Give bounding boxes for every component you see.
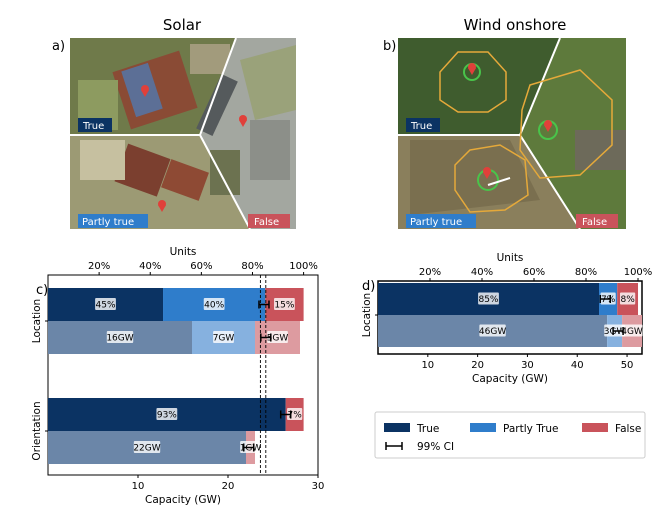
x-axis-title: Capacity (GW) bbox=[472, 373, 548, 385]
panel-d-label: d) bbox=[362, 279, 375, 294]
panel-a-label: a) bbox=[52, 39, 65, 54]
location-pin-icon bbox=[483, 167, 491, 179]
wind-aerial-image bbox=[398, 38, 626, 229]
bottom-tick-label: 20 bbox=[471, 360, 484, 371]
bottom-tick-label: 20 bbox=[222, 481, 235, 492]
legend-true-swatch bbox=[384, 423, 410, 432]
tag-partly-label: Partly true bbox=[82, 217, 134, 228]
units-bar-label-2: 8% bbox=[620, 295, 635, 305]
location-pin-icon bbox=[158, 200, 166, 212]
solar-aerial-image bbox=[70, 38, 296, 229]
top-axis-title: Units bbox=[497, 252, 524, 264]
ci-errorbar bbox=[279, 410, 292, 419]
ci-errorbar bbox=[612, 327, 624, 335]
bottom-tick-label: 10 bbox=[132, 481, 145, 492]
units-bar-label-2: 15% bbox=[274, 301, 294, 311]
group-label: Location bbox=[361, 293, 373, 337]
tag-true-badge bbox=[78, 118, 112, 132]
legend-ci-label: 99% CI bbox=[417, 441, 454, 453]
bottom-tick-label: 10 bbox=[421, 360, 434, 371]
top-tick-label: 20% bbox=[419, 267, 441, 278]
legend-partly-swatch bbox=[470, 423, 496, 432]
panel-c-label: c) bbox=[36, 283, 48, 298]
top-tick-label: 100% bbox=[624, 267, 653, 278]
units-bar-label-1-bg bbox=[203, 298, 225, 310]
legend: True Partly True False 99% CI bbox=[374, 411, 646, 459]
units-bar-label-1: 40% bbox=[204, 301, 224, 311]
units-bar-label-2: 7% bbox=[288, 411, 303, 421]
plot-frame bbox=[47, 274, 319, 476]
capacity-bar-label-0: 22GW bbox=[133, 444, 160, 454]
capacity-bar-label-0: 46GW bbox=[479, 327, 506, 337]
capacity-bar-label-0-bg bbox=[479, 324, 506, 337]
tag-true-label: True bbox=[82, 121, 104, 132]
capacity-bar-label-2-bg bbox=[621, 324, 643, 337]
location-pin-icon bbox=[141, 85, 149, 97]
top-axis-title: Units bbox=[170, 246, 197, 258]
top-tick-label: 40% bbox=[471, 267, 493, 278]
capacity-bar-label-0-bg bbox=[133, 441, 161, 453]
ci-errorbar bbox=[599, 295, 612, 303]
x-axis-title: Capacity (GW) bbox=[145, 494, 221, 506]
units-bar-label-0-bg bbox=[156, 408, 178, 420]
units-bar-label-2-bg bbox=[620, 292, 636, 305]
units-bar-label-0-bg bbox=[95, 298, 116, 310]
capacity-bar-label-1: 7GW bbox=[213, 334, 235, 344]
capacity-bar-label-0: 16GW bbox=[106, 334, 133, 344]
location-pin-icon bbox=[544, 120, 552, 132]
bottom-tick-label: 30 bbox=[312, 481, 325, 492]
units-bar-label-0: 85% bbox=[478, 295, 498, 305]
tag-false-badge bbox=[248, 214, 290, 228]
tag-false-badge bbox=[576, 214, 618, 228]
tag-partly-label: Partly true bbox=[410, 217, 462, 228]
capacity-bar-label-1: 3GW bbox=[604, 327, 626, 337]
capacity-bar-label-2: 1GW bbox=[240, 444, 262, 454]
units-bar-label-0-bg bbox=[478, 292, 499, 305]
top-tick-label: 60% bbox=[523, 267, 545, 278]
ci-errorbar bbox=[242, 443, 255, 452]
legend-false-label: False bbox=[615, 423, 641, 435]
capacity-bar-label-1-bg bbox=[213, 331, 234, 343]
units-bar-label-1: 7% bbox=[601, 295, 616, 305]
units-bar-label-0: 45% bbox=[96, 301, 116, 311]
units-bar-label-0: 93% bbox=[157, 411, 177, 421]
tag-false-label: False bbox=[582, 217, 607, 228]
ci-errorbar bbox=[258, 300, 270, 309]
panel-a-title: Solar bbox=[163, 16, 202, 34]
legend-true-label: True bbox=[416, 423, 439, 435]
legend-partly-label: Partly True bbox=[503, 423, 559, 435]
capacity-bar-label-0-bg bbox=[106, 331, 134, 343]
bottom-tick-label: 30 bbox=[521, 360, 534, 371]
top-tick-label: 80% bbox=[241, 261, 263, 272]
panel-b-title: Wind onshore bbox=[464, 16, 567, 34]
tag-partly-badge bbox=[406, 214, 476, 228]
units-bar-label-2-bg bbox=[274, 298, 295, 310]
legend-false-swatch bbox=[582, 423, 608, 432]
capacity-bar-label-2-bg bbox=[267, 331, 288, 343]
top-tick-label: 100% bbox=[289, 261, 318, 272]
group-label: Orientation bbox=[31, 401, 43, 460]
tag-true-label: True bbox=[410, 121, 432, 132]
legend-frame bbox=[374, 411, 646, 459]
capacity-bar-label-2: 4GW bbox=[621, 327, 643, 337]
top-tick-label: 80% bbox=[575, 267, 597, 278]
bottom-tick-label: 50 bbox=[621, 360, 634, 371]
legend-ci-icon bbox=[385, 442, 403, 450]
chart-c: 20% 40% 60% 80% 100% Units 10 20 30 Capacity (GW)… bbox=[31, 246, 324, 506]
bottom-tick-label: 40 bbox=[571, 360, 584, 371]
chart-d: 20% 40% 60% 80% 100% Units 10 20 30 40 50 Capacity … bbox=[361, 252, 652, 385]
top-tick-label: 60% bbox=[190, 261, 212, 272]
location-pin-icon bbox=[468, 63, 476, 75]
top-tick-label: 20% bbox=[88, 261, 110, 272]
tag-partly-badge bbox=[78, 214, 148, 228]
tag-true-badge bbox=[406, 118, 440, 132]
top-tick-label: 40% bbox=[139, 261, 161, 272]
capacity-bar-label-2: 5GW bbox=[267, 334, 289, 344]
group-label: Location bbox=[31, 299, 43, 343]
location-pin-icon bbox=[239, 115, 247, 127]
tag-false-label: False bbox=[254, 217, 279, 228]
panel-b-label: b) bbox=[383, 39, 396, 54]
